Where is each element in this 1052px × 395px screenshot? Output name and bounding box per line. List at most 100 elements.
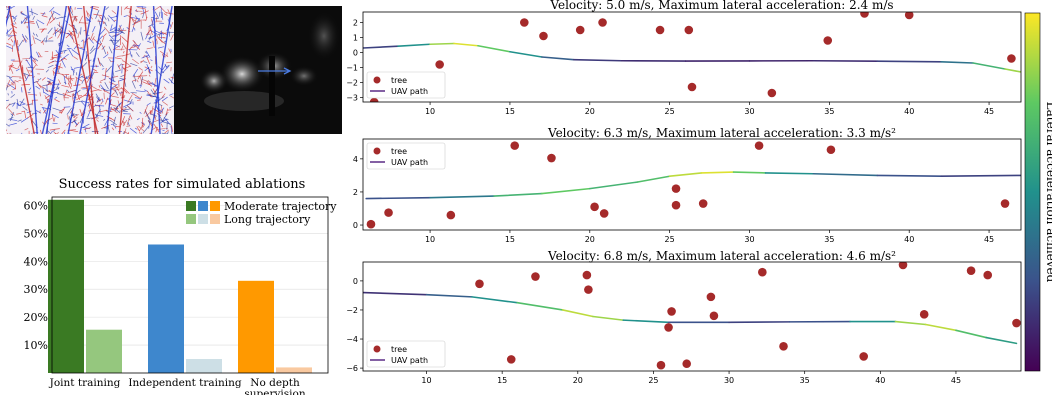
tree-point — [384, 208, 393, 217]
x-tick-label: 35 — [824, 107, 834, 116]
y-tick-label: −4 — [346, 335, 358, 344]
y-tick-label: 2 — [353, 19, 358, 28]
uav-path-segment — [668, 172, 703, 178]
uav-path-segment — [429, 42, 455, 46]
uav-path-segment — [876, 60, 942, 63]
x-tick-label: 20 — [585, 107, 595, 116]
uav-path-segment — [365, 196, 431, 200]
tree-point — [539, 31, 548, 41]
uav-path-segment — [764, 172, 815, 175]
uav-path-segment — [985, 336, 1018, 345]
x-tick-label: 10 — [425, 235, 435, 244]
x-tick-label: 25 — [665, 107, 675, 116]
uav-path-segment — [622, 319, 670, 324]
tree-point — [898, 262, 908, 270]
bar-chart-legend: Moderate trajectory Long trajectory — [186, 200, 337, 226]
y-tick-label: −6 — [346, 364, 358, 373]
tree-point — [684, 25, 694, 35]
uav-path-segment — [700, 171, 735, 174]
uav-path-segment — [429, 195, 495, 199]
x-tick-label: 30 — [744, 235, 754, 244]
y-tick-label: −3 — [346, 94, 358, 103]
x-tick-label: 45 — [984, 235, 994, 244]
uav-path-segment — [516, 301, 564, 311]
tree-point — [1012, 318, 1021, 328]
tree-point — [1007, 54, 1016, 63]
x-tick-label: 10 — [425, 107, 435, 116]
uav-path-segment — [541, 56, 575, 61]
tree-point — [758, 267, 767, 277]
y-tick-label: 0 — [353, 277, 358, 286]
tree-point — [656, 360, 666, 370]
trajectory-legend: tree UAV path — [366, 340, 446, 368]
legend-path-label: UAV path — [391, 158, 428, 167]
bar-category-label: No depth — [250, 377, 300, 389]
x-tick-label: 15 — [497, 376, 507, 385]
uav-path-segment — [397, 43, 431, 48]
trajectory-title-2: Velocity: 6.8 m/s, Maximum lateral accel… — [547, 249, 896, 263]
bar-category-label: supervision — [244, 388, 305, 395]
x-tick-label: 40 — [904, 235, 914, 244]
uav-path-segment — [955, 329, 988, 339]
x-tick-label: 40 — [875, 376, 885, 385]
bar-category-label: Independent training — [128, 377, 242, 389]
x-tick-label: 45 — [984, 107, 994, 116]
x-tick-label: 15 — [505, 107, 515, 116]
x-tick-label: 35 — [824, 235, 834, 244]
depth-estimate-frame — [174, 6, 342, 134]
uav-path-segment — [541, 187, 591, 195]
x-tick-label: 25 — [665, 235, 675, 244]
tree-point — [826, 145, 836, 155]
tree-point — [475, 279, 484, 289]
tree-point — [366, 219, 376, 229]
bar-moderate-2 — [238, 280, 274, 373]
x-tick-label: 45 — [951, 376, 961, 385]
tree-point — [779, 341, 788, 351]
bar-y-tick: 40% — [24, 255, 48, 268]
tree-point — [860, 12, 869, 18]
uav-path-segment — [363, 291, 428, 296]
tree-point — [667, 307, 676, 316]
x-tick-label: 35 — [800, 376, 810, 385]
tree-point — [510, 141, 520, 150]
tree-point — [575, 25, 585, 35]
trajectory-title-0: Velocity: 5.0 m/s, Maximum lateral accel… — [549, 0, 893, 12]
legend-tree-label: tree — [391, 147, 407, 156]
ablation-bar-chart: Success rates for simulated ablations 10… — [24, 177, 338, 395]
tree-point — [767, 88, 777, 98]
tree-point — [584, 285, 593, 294]
tree-point — [506, 355, 516, 364]
tree-point — [706, 292, 716, 302]
uav-path-segment — [453, 42, 479, 47]
tree-point — [823, 36, 833, 45]
tree-point — [599, 209, 609, 218]
uav-path-segment — [1004, 68, 1021, 73]
tree-point — [664, 323, 673, 332]
tree-point — [983, 270, 993, 280]
uav-path-segment — [876, 174, 942, 178]
x-tick-label: 15 — [505, 235, 515, 244]
x-tick-label: 20 — [585, 235, 595, 244]
uav-path-segment — [636, 175, 671, 183]
x-tick-label: 25 — [648, 376, 658, 385]
colorbar-label: Lateral acceleration achieved — [1044, 102, 1052, 283]
bar-moderate-0 — [48, 199, 84, 373]
uav-path-segment — [940, 174, 1021, 178]
event-camera-frame — [6, 6, 174, 134]
uav-path-segment — [812, 172, 879, 177]
x-tick-label: 20 — [573, 376, 583, 385]
uav-path-segment — [972, 62, 1006, 70]
bar-long-0 — [86, 329, 122, 373]
tree-point — [919, 310, 929, 319]
tree-point — [682, 359, 692, 369]
tree-point — [655, 25, 665, 35]
x-tick-label: 10 — [421, 376, 431, 385]
uav-path-segment — [588, 181, 639, 190]
tree-point — [369, 97, 379, 102]
uav-path-segment — [592, 315, 624, 321]
uav-path-segment — [493, 192, 543, 197]
uav-path-segment — [509, 50, 543, 58]
tree-point — [531, 272, 540, 281]
y-tick-label: −2 — [346, 79, 358, 88]
legend-path-label: UAV path — [391, 87, 428, 96]
